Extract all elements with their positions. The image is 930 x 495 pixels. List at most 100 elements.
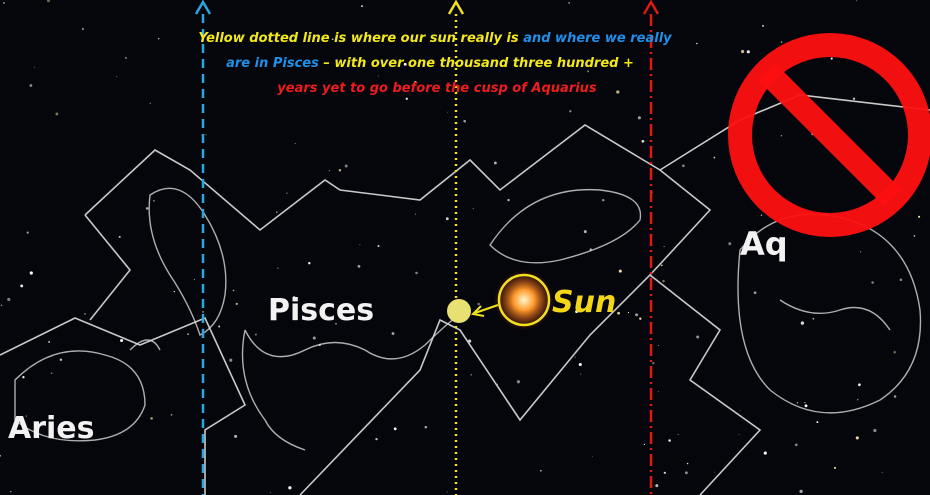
star: [635, 313, 638, 316]
star: [3, 2, 5, 4]
sun-label: Sun: [552, 285, 616, 320]
star: [236, 303, 238, 305]
star: [194, 279, 195, 280]
star: [378, 76, 379, 77]
star: [233, 290, 235, 292]
star: [662, 280, 664, 282]
star: [584, 230, 587, 233]
star: [359, 244, 360, 245]
star: [205, 134, 206, 135]
star: [55, 112, 58, 115]
star: [470, 374, 472, 376]
star: [617, 312, 620, 315]
star: [329, 170, 330, 171]
star: [22, 376, 24, 378]
star: [661, 264, 663, 266]
star: [270, 492, 271, 493]
star: [797, 402, 799, 404]
page: {"caption": {"line1_yellow": "Yellow dot…: [0, 0, 930, 495]
star: [507, 199, 509, 201]
star: [713, 157, 715, 159]
star: [781, 135, 783, 137]
star: [739, 434, 740, 435]
star: [568, 2, 570, 4]
star: [120, 339, 123, 342]
star: [295, 143, 296, 144]
star: [592, 456, 593, 457]
star: [804, 402, 805, 403]
star: [27, 231, 29, 233]
star: [361, 5, 363, 7]
star: [277, 267, 278, 268]
star: [762, 25, 764, 27]
star: [764, 452, 767, 455]
star: [463, 120, 466, 123]
star: [655, 484, 658, 487]
star: [857, 399, 858, 400]
star: [894, 395, 897, 398]
star: [171, 414, 173, 416]
star: [358, 265, 361, 268]
star: [288, 486, 291, 489]
star: [900, 279, 903, 282]
star: [308, 262, 310, 264]
caption-text: and where we really: [523, 31, 672, 46]
star: [687, 463, 688, 464]
star: [580, 374, 581, 375]
star: [644, 444, 645, 445]
star: [119, 236, 121, 238]
star: [668, 439, 671, 442]
star: [20, 284, 23, 287]
caption-line-1: Yellow dotted line is where our sun real…: [198, 31, 672, 46]
star: [831, 58, 833, 60]
star: [447, 491, 448, 492]
star: [795, 443, 798, 446]
star: [255, 333, 257, 335]
star: [805, 404, 808, 407]
star: [375, 438, 377, 440]
star: [286, 193, 287, 194]
star: [856, 436, 859, 439]
star: [616, 90, 619, 93]
star: [628, 312, 629, 313]
star: [801, 321, 804, 324]
star: [664, 246, 665, 247]
star: [234, 435, 237, 438]
star: [714, 472, 715, 473]
star-image: Pisces Aries Sun Aq Yellow dotted line i…: [0, 0, 930, 495]
caption-text: years yet to go before the cusp of Aquar…: [277, 81, 597, 96]
star: [30, 84, 33, 87]
caption-text: – with over one thousand three hundred +: [323, 56, 634, 71]
star: [856, 0, 857, 1]
star: [682, 164, 685, 167]
star: [84, 313, 86, 315]
star: [447, 112, 448, 113]
star: [202, 311, 204, 313]
caption-line-3: years yet to go before the cusp of Aquar…: [277, 81, 597, 96]
star: [377, 245, 379, 247]
star: [158, 38, 160, 40]
star: [747, 50, 750, 53]
star: [313, 336, 316, 339]
star: [761, 215, 762, 216]
star: [415, 272, 418, 275]
star: [652, 362, 654, 364]
star: [812, 318, 814, 320]
star: [229, 359, 232, 362]
star: [494, 162, 497, 165]
star: [918, 216, 920, 218]
star: [10, 491, 11, 492]
star: [728, 242, 731, 245]
star: [150, 103, 151, 104]
caption-line-2: are in Pisces – with over one thousand t…: [226, 56, 634, 71]
star: [781, 41, 783, 43]
star: [602, 199, 604, 201]
star: [754, 291, 757, 294]
star: [871, 281, 873, 283]
star: [658, 345, 659, 346]
star: [392, 332, 395, 335]
star: [174, 291, 175, 292]
true-sun-dot: [447, 299, 471, 323]
star: [834, 467, 836, 469]
star: [853, 98, 855, 100]
